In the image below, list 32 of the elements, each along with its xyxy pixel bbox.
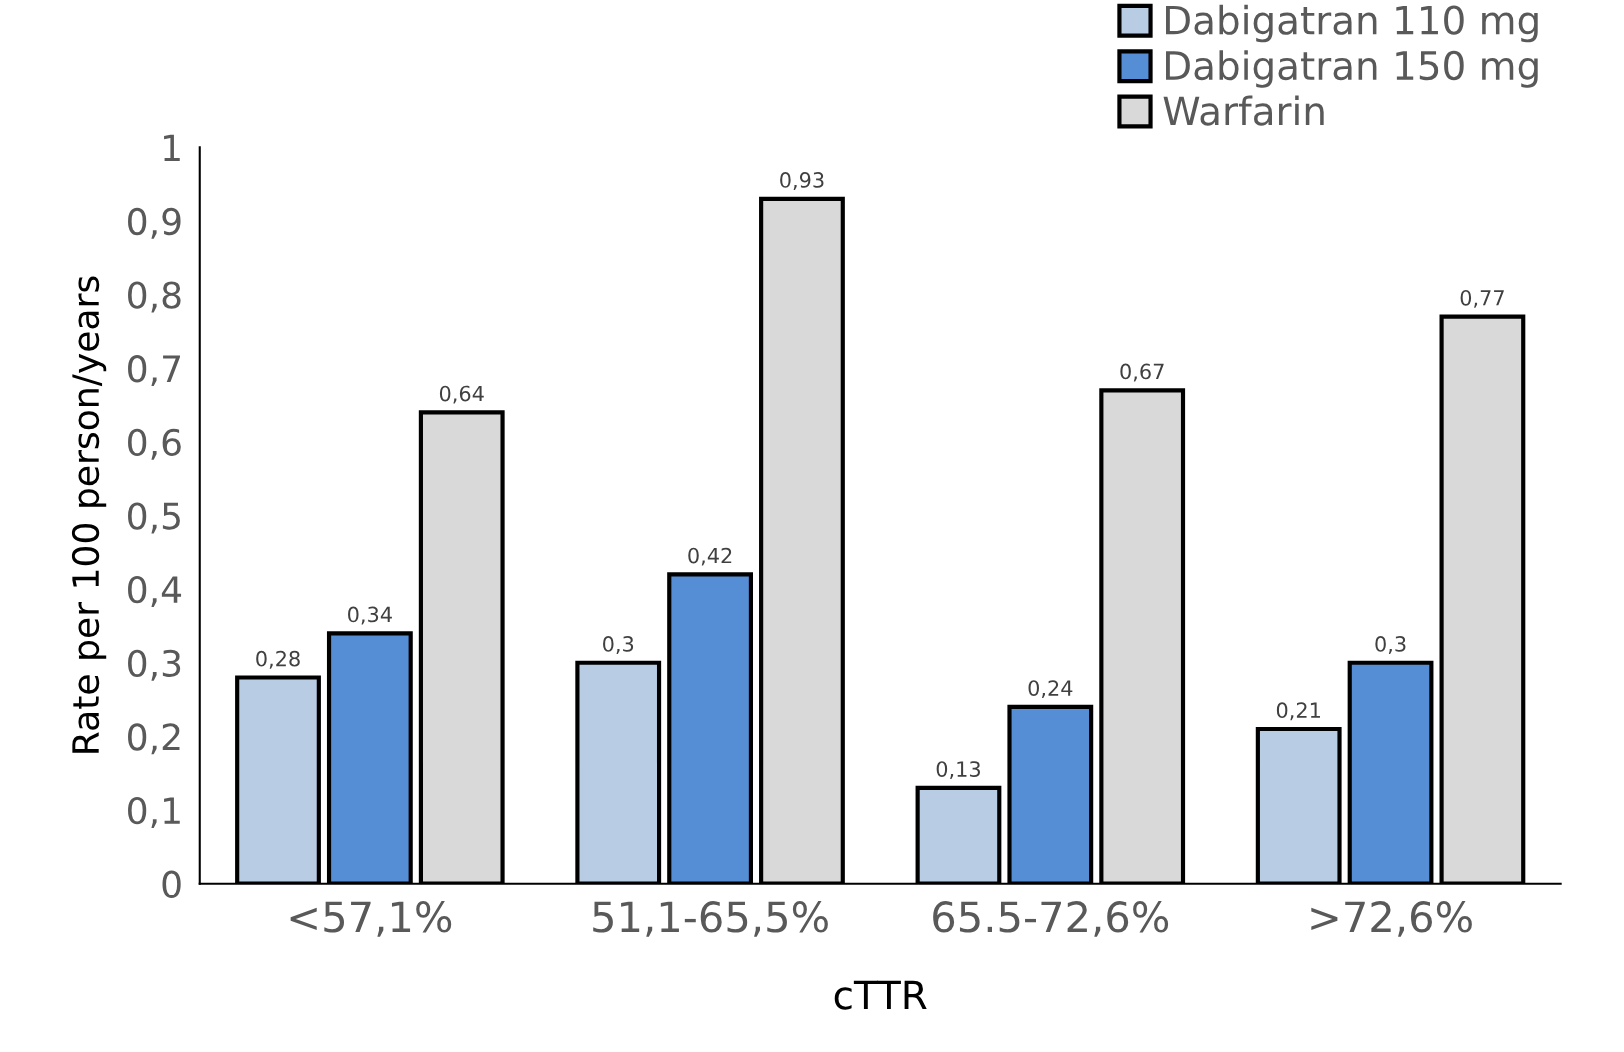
legend-label: Dabigatran 150 mg (1166, 50, 1538, 88)
y-tick-label: 1 (164, 134, 180, 161)
x-tick-label: >72,6% (1311, 901, 1472, 937)
y-tick-label: 0,4 (128, 576, 182, 608)
data-label: 0,77 (1460, 289, 1504, 308)
y-tick-label: 0,7 (128, 355, 180, 387)
x-axis-title: cTTR (834, 980, 927, 1010)
data-label: 0,13 (936, 761, 980, 780)
legend-label: Warfarin (1163, 95, 1324, 126)
data-label: 0,3 (1375, 636, 1406, 654)
y-tick-label: 0,8 (128, 281, 181, 313)
data-label: 0,64 (439, 385, 484, 404)
y-axis-title: Rate per 100 person/years (71, 276, 107, 753)
y-tick-label: 0,2 (128, 723, 180, 755)
x-tick-label: 65.5-72,6% (933, 901, 1169, 937)
data-label: 0,21 (1276, 702, 1320, 721)
data-label: 0,42 (688, 547, 732, 566)
y-tick-label: 0,6 (128, 428, 181, 460)
y-tick-label: 0,9 (128, 207, 181, 239)
data-label: 0,28 (256, 650, 300, 669)
data-label: 0,93 (780, 172, 824, 190)
x-tick-label: 51,1-65,5% (593, 901, 828, 937)
data-label: 0,34 (348, 606, 392, 625)
y-tick-label: 0,5 (128, 502, 180, 534)
data-label: 0,3 (603, 636, 634, 654)
legend-label: Dabigatran 110 mg (1166, 4, 1538, 43)
y-tick-label: 0 (162, 870, 181, 898)
y-tick-label: 0,1 (128, 796, 180, 828)
data-label: 0,24 (1028, 680, 1073, 699)
data-label: 0,67 (1120, 363, 1164, 382)
x-tick-label: <57,1% (290, 901, 452, 937)
y-tick-label: 0,3 (128, 649, 181, 681)
